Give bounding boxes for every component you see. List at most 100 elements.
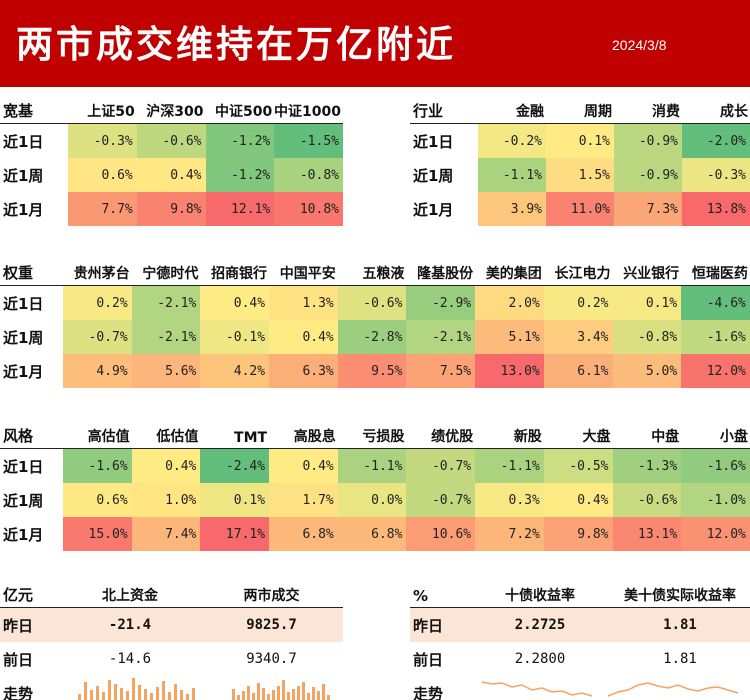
heat-cell: -1.1% [478, 158, 546, 192]
column-header: 周期 [584, 104, 612, 120]
heat-cell: 0.2% [63, 286, 132, 320]
northbound-spark-bar [168, 692, 171, 700]
column-header: 沪深300 [146, 104, 204, 120]
table-row: 昨日 2.2725 1.81 [410, 608, 750, 642]
table-row: 近1月 3.9% 11.0% 7.3% 13.8% [410, 192, 750, 226]
heat-cell: 17.1% [200, 517, 270, 551]
turnover-spark-bar [247, 686, 250, 700]
heat-cell: -0.9% [614, 124, 682, 158]
table-header-row: 亿元 北上资金 两市成交 [0, 584, 343, 608]
northbound-spark-bar [192, 688, 195, 700]
turnover-spark-bar [297, 686, 300, 700]
turnover-spark-bar [327, 695, 330, 700]
heat-cell: 1.0% [131, 483, 201, 517]
turnover-spark-bar [262, 688, 265, 700]
heat-cell: -1.6% [681, 449, 750, 483]
turnover-spark-bar [267, 694, 270, 700]
heat-cell: 13.8% [682, 192, 750, 226]
table-row: 近1周 0.6% 0.4% -1.2% -0.8% [0, 158, 343, 192]
heat-cell: 0.1% [612, 286, 682, 320]
turnover-spark-bar [277, 686, 280, 700]
value-cell: 1.81 [663, 651, 697, 667]
heat-cell: 15.0% [63, 517, 132, 551]
heat-cell: 6.8% [337, 517, 407, 551]
northbound-spark-bar [162, 681, 165, 700]
northbound-spark-bar [180, 690, 183, 700]
heat-cell: -2.4% [200, 449, 270, 483]
heat-cell: 7.5% [406, 354, 476, 388]
heat-cell: 0.4% [543, 483, 613, 517]
column-header: 低估值 [156, 429, 199, 445]
table-category-label: 行业 [413, 102, 444, 120]
column-header: 中国平安 [279, 266, 336, 282]
heat-cell: 0.0% [337, 483, 407, 517]
column-header: 招商银行 [211, 266, 268, 282]
value-cell: -21.4 [108, 617, 152, 633]
value-cell: 2.2800 [514, 651, 566, 667]
heat-cell: 0.4% [200, 286, 270, 320]
value-cell: -14.6 [108, 651, 152, 667]
row-label: 走势 [3, 684, 34, 700]
row-label: 近1日 [413, 132, 454, 151]
weight-stock-table: 权重 贵州茅台 宁德时代 招商银行 中国平安 五粮液 隆基股份 美的集团 长江电力 兴业银行 恒瑞医… [0, 262, 750, 388]
page-title: 两市成交维持在万亿附近 [16, 23, 456, 66]
turnover-spark-bar [257, 683, 260, 700]
heat-cell: -0.5% [543, 449, 613, 483]
column-header: 金融 [516, 104, 544, 120]
heat-cell: 0.4% [269, 449, 338, 483]
heat-cell: 0.4% [269, 320, 338, 354]
heat-cell: 6.1% [543, 354, 613, 388]
heat-cell: 1.7% [269, 483, 338, 517]
turnover-spark-bar [282, 680, 285, 700]
turnover-spark-bar [307, 693, 310, 700]
heat-cell: 3.9% [478, 192, 546, 226]
row-label: 近1周 [3, 328, 44, 347]
heat-cell: 0.1% [546, 124, 614, 158]
heat-cell: -0.6% [337, 286, 407, 320]
column-header: 中盘 [651, 429, 680, 445]
turnover-spark-bar [322, 684, 325, 700]
northbound-spark-bar [132, 678, 135, 700]
row-label: 近1周 [3, 491, 44, 510]
row-label: 近1月 [3, 200, 44, 219]
row-label: 近1日 [3, 457, 44, 476]
northbound-spark-bar [156, 687, 159, 700]
northbound-spark-bar [114, 684, 117, 700]
table-header-row: 宽基 上证50 沪深300 中证500 中证1000 [0, 100, 343, 124]
heat-cell: -0.7% [406, 449, 476, 483]
northbound-spark-bar [78, 694, 81, 700]
row-label: 近1周 [3, 166, 44, 185]
turnover-spark-bar [252, 693, 255, 700]
column-header: 美的集团 [485, 266, 542, 282]
row-label: 近1日 [3, 132, 44, 151]
heat-cell: 1.3% [269, 286, 338, 320]
heat-cell: -0.7% [63, 320, 132, 354]
table-header-row: 行业 金融 周期 消费 成长 [410, 100, 750, 124]
heat-cell: 1.5% [546, 158, 614, 192]
column-header: 高估值 [87, 429, 130, 445]
heat-cell: 6.3% [269, 354, 338, 388]
heat-cell: 12.0% [681, 354, 750, 388]
row-label: 近1月 [3, 362, 44, 381]
column-header: 北上资金 [102, 588, 158, 604]
heat-cell: 4.2% [200, 354, 270, 388]
northbound-spark-bar [120, 688, 123, 700]
column-header: 新股 [513, 429, 542, 445]
table-row: 近1日 -0.2% 0.1% -0.9% -2.0% [410, 124, 750, 158]
column-header: 小盘 [719, 429, 748, 445]
heat-cell: 0.1% [200, 483, 270, 517]
northbound-spark-bar [102, 692, 105, 700]
heat-cell: 9.5% [337, 354, 407, 388]
northbound-spark-bar [186, 694, 189, 700]
northbound-spark-bar [150, 693, 153, 700]
heat-cell: -2.0% [682, 124, 750, 158]
column-header: 恒瑞医药 [691, 266, 748, 282]
table-row: 近1周 -1.1% 1.5% -0.9% -0.3% [410, 158, 750, 192]
turnover-spark-bar [312, 687, 315, 700]
heat-cell: 5.6% [131, 354, 201, 388]
cn10y-yield-sparkline [481, 681, 593, 697]
heat-cell: -4.6% [681, 286, 750, 320]
northbound-spark-bar [90, 690, 93, 700]
turnover-spark-bar [232, 689, 235, 700]
row-label: 走势 [413, 684, 444, 700]
